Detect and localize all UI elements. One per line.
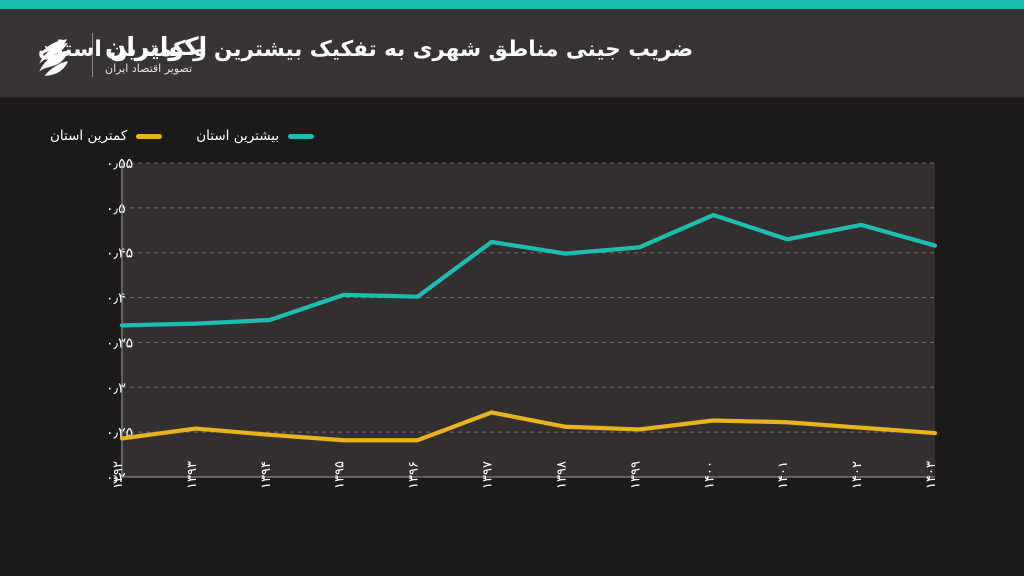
eco-iran-swoosh-logo-icon [28, 29, 80, 81]
series-line [119, 410, 938, 443]
y-axis-tick-label: ۰٫۳۵ [106, 335, 133, 351]
y-axis-tick-label: ۰٫۲ [106, 470, 126, 486]
y-axis-tick-label: ۰٫۴ [106, 291, 126, 307]
y-axis-tick-label: ۰٫۴۵ [106, 246, 133, 262]
brand-divider [92, 33, 93, 77]
x-axis-tick-label: ۱۴۰۰ [702, 461, 717, 489]
axis-spines [121, 163, 935, 478]
chart-legend: بیشترین استان کمترین استان [0, 128, 1024, 144]
legend-swatch-highest [288, 133, 315, 139]
brand-name: اکوایران [105, 31, 208, 61]
x-axis-tick-label: ۱۳۹۷ [481, 461, 496, 489]
x-axis-tick-label: ۱۴۰۲ [850, 461, 865, 489]
y-axis-tick-label: ۰٫۵۵ [106, 156, 133, 172]
series-line [119, 212, 938, 328]
x-axis-tick-label: ۱۳۹۲ [111, 461, 126, 489]
x-axis-tick-label: ۱۳۹۸ [554, 461, 569, 489]
brand-text-block: اکوایران تصویر اقتصاد ایران [105, 31, 208, 77]
y-axis-tick-label: ۰٫۲۵ [106, 425, 133, 441]
legend-item-lowest: کمترین استان [50, 128, 163, 144]
x-axis-tick-label: ۱۳۹۵ [333, 461, 348, 489]
x-axis-tick-label: ۱۳۹۴ [259, 461, 274, 489]
brand-logo: اکوایران تصویر اقتصاد ایران [28, 29, 207, 81]
legend-label-lowest: کمترین استان [50, 128, 128, 144]
legend-swatch-lowest [136, 133, 163, 139]
x-axis-tick-label: ۱۴۰۱ [776, 461, 791, 489]
legend-item-highest: بیشترین استان [196, 128, 315, 144]
y-axis-tick-label: ۰٫۳ [106, 380, 126, 396]
x-axis-tick-label: ۱۴۰۳ [924, 461, 939, 489]
top-accent-bar [0, 0, 1024, 9]
legend-label-highest: بیشترین استان [196, 128, 280, 144]
page-title: ضریب جینی مناطق شهری به تفکیک بیشترین و … [38, 37, 694, 62]
plot-background [122, 163, 935, 477]
x-axis-tick-label: ۱۳۹۹ [628, 461, 643, 489]
x-axis-tick-label: ۱۳۹۶ [407, 461, 422, 489]
brand-tagline: تصویر اقتصاد ایران [105, 61, 193, 75]
header-bar: اکوایران تصویر اقتصاد ایران ضریب جینی من… [0, 9, 1024, 98]
x-axis-tick-label: ۱۳۹۳ [185, 461, 200, 489]
y-axis-tick-label: ۰٫۵ [106, 201, 126, 217]
